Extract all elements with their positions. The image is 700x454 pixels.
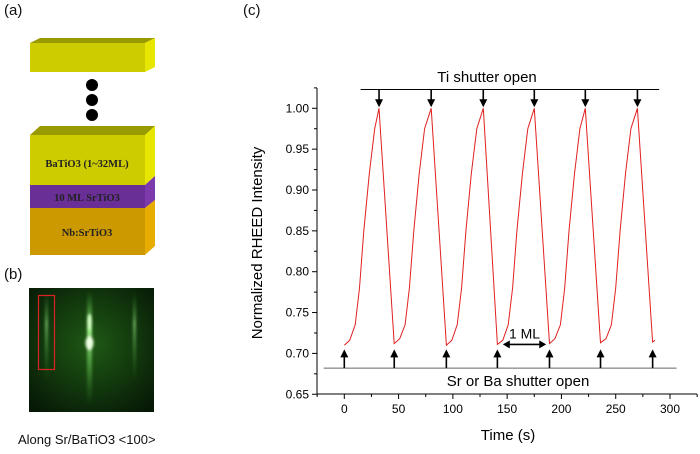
y-tick-label: 0.90 <box>286 183 310 197</box>
x-tick-label: 50 <box>392 402 406 416</box>
period-arrow-head-right <box>539 340 547 349</box>
layer-srtio3 <box>30 185 145 208</box>
layer-batio3 <box>30 135 145 185</box>
down-arrow-head <box>633 99 642 108</box>
x-tick-label: 200 <box>551 402 571 416</box>
x-tick-label: 0 <box>341 402 348 416</box>
intensity-curve <box>343 108 656 347</box>
up-arrow-head <box>390 349 399 358</box>
y-axis-label: Normalized RHEED Intensity <box>249 146 266 339</box>
y-tick-label: 0.95 <box>286 142 310 156</box>
up-arrow-head <box>596 349 605 358</box>
down-arrow-head <box>479 99 488 108</box>
layer-label-srtio3: 10 ML SrTiO3 <box>54 193 120 204</box>
period-label: 1 ML <box>509 325 540 341</box>
down-arrow-head <box>427 99 436 108</box>
up-arrow-head <box>493 349 502 358</box>
y-tick-label: 0.75 <box>286 306 310 320</box>
y-tick-label: 0.70 <box>286 346 310 360</box>
rheed-caption: Along Sr/BaTiO3 <100> <box>18 432 156 447</box>
up-arrow-head <box>340 349 349 358</box>
panel-c-label: (c) <box>243 2 261 19</box>
down-arrow-head <box>530 99 539 108</box>
x-tick-label: 300 <box>660 402 680 416</box>
y-tick-label: 0.85 <box>286 224 310 238</box>
y-tick-label: 0.65 <box>286 387 310 401</box>
up-arrow-head <box>442 349 451 358</box>
stack-block: BaTiO3 (1~32ML) 10 ML SrTiO3 Nb:SrTiO3 <box>30 126 155 255</box>
sr-ba-shutter-label: Sr or Ba shutter open <box>447 373 590 390</box>
panel-a-label: (a) <box>4 2 23 19</box>
ellipsis-dot <box>86 94 98 106</box>
ellipsis-dot <box>86 109 98 121</box>
down-arrow-head <box>581 99 590 108</box>
layer-label-nb-srtio3: Nb:SrTiO3 <box>62 228 113 239</box>
x-axis-label: Time (s) <box>481 427 535 444</box>
ellipsis-dot <box>86 79 98 91</box>
y-tick-label: 0.80 <box>286 265 310 279</box>
y-tick-label: 1.00 <box>286 101 310 115</box>
x-tick-label: 150 <box>497 402 517 416</box>
x-tick-label: 250 <box>606 402 626 416</box>
layer-stack-diagram: BaTiO3 (1~32ML) 10 ML SrTiO3 Nb:SrTiO3 <box>30 38 155 255</box>
down-arrow-head <box>375 99 384 108</box>
ti-shutter-label: Ti shutter open <box>437 69 537 86</box>
up-arrow-head <box>648 349 657 358</box>
layer-label-batio3: BaTiO3 (1~32ML) <box>45 159 129 170</box>
panel-b-label: (b) <box>4 266 23 283</box>
layer-nb-srtio3 <box>30 208 145 255</box>
rheed-pattern-image <box>29 288 154 412</box>
up-arrow-head <box>545 349 554 358</box>
highlight-box <box>37 294 56 371</box>
period-arrow-head-left <box>502 340 510 349</box>
x-tick-label: 100 <box>443 402 463 416</box>
top-block <box>30 38 155 72</box>
